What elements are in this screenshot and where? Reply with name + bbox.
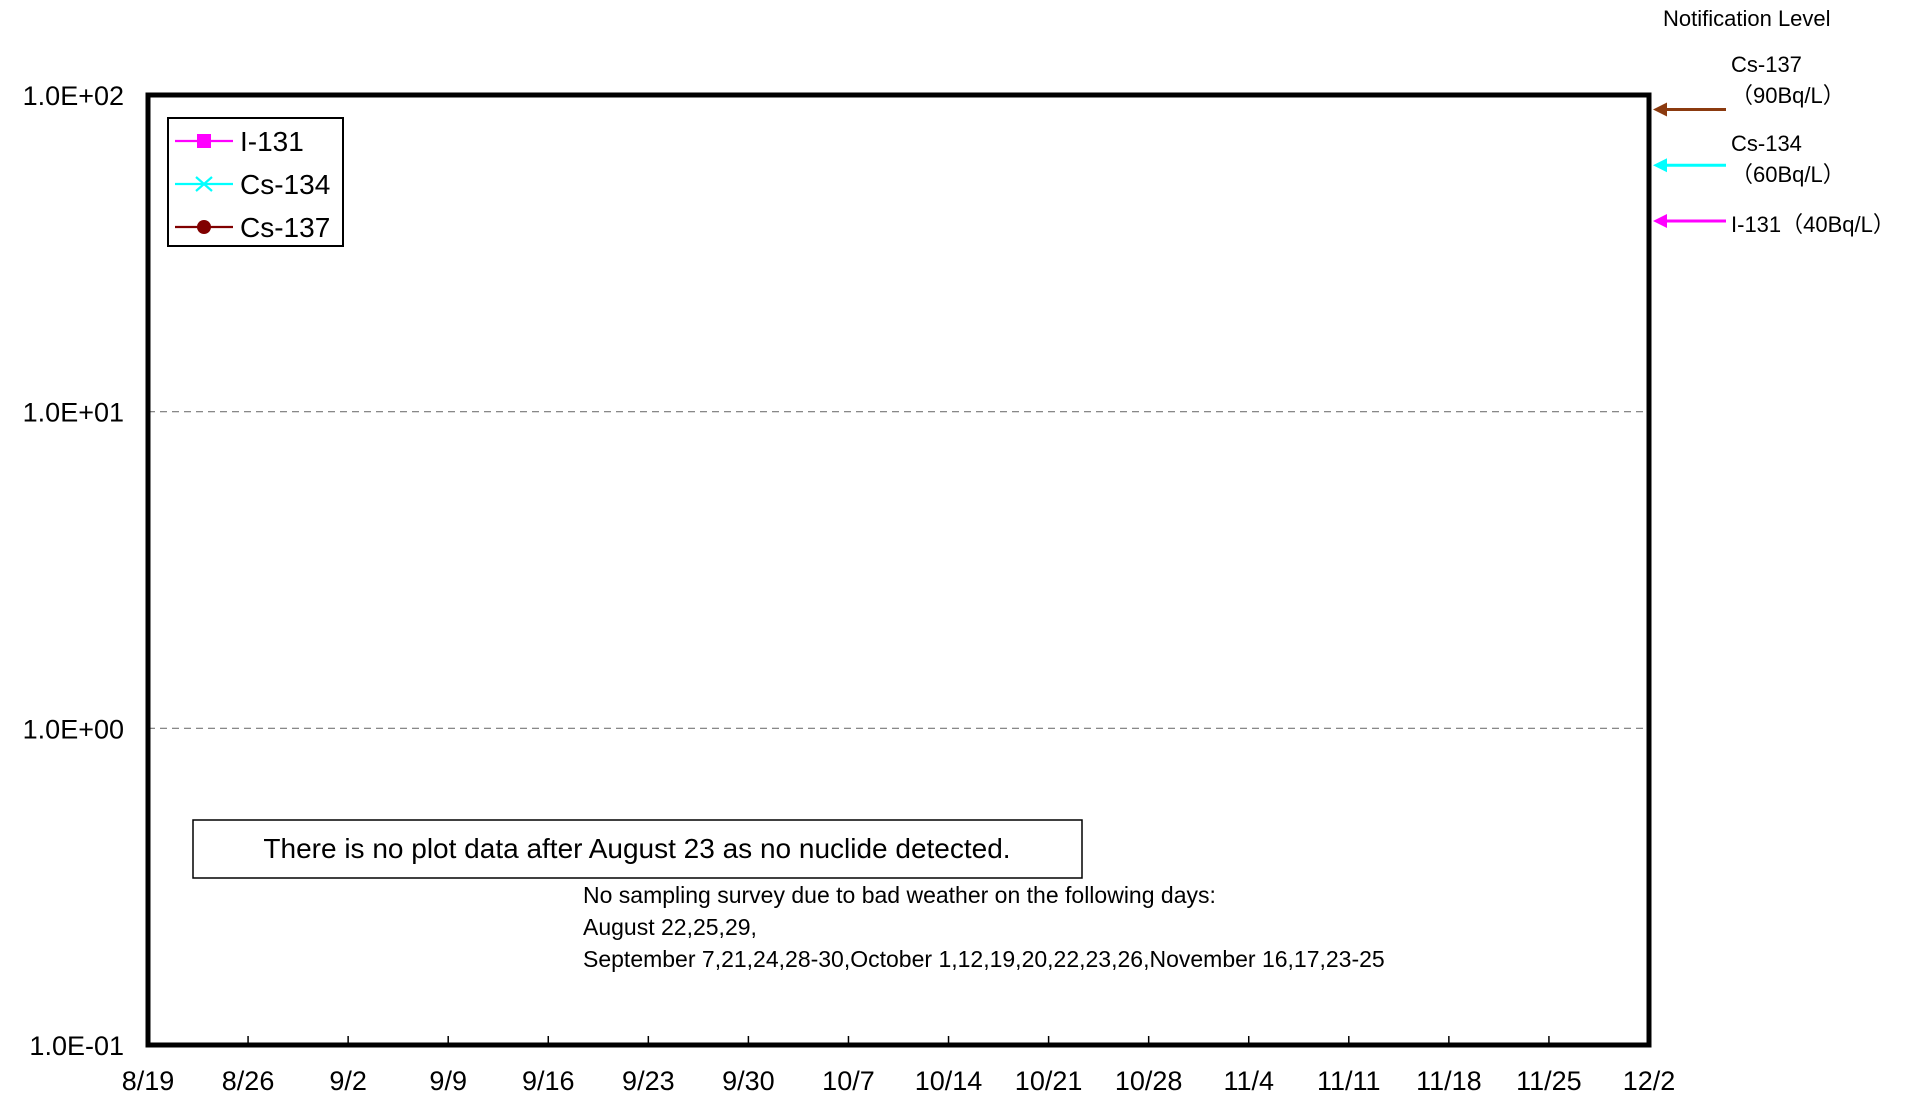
legend-item: Cs-134 — [175, 169, 330, 200]
x-tick-label: 10/14 — [915, 1066, 983, 1095]
x-tick-label: 10/21 — [1015, 1066, 1083, 1095]
y-tick-label: 1.0E-01 — [29, 1031, 124, 1061]
x-tick-label: 10/28 — [1115, 1066, 1183, 1095]
notification-level-title: Notification Level — [1663, 6, 1831, 31]
bad-weather-line: No sampling survey due to bad weather on… — [583, 882, 1216, 908]
x-tick-label: 8/26 — [222, 1066, 275, 1095]
notification-level-label: Cs-134 — [1731, 131, 1802, 156]
notification-level-panel: Notification Level Cs-137 （90Bq/L） Cs-134 （… — [1653, 6, 1895, 237]
x-tick-label: 10/7 — [822, 1066, 875, 1095]
notification-arrowhead — [1653, 102, 1667, 117]
legend-label: Cs-137 — [240, 212, 330, 243]
no-data-text: There is no plot data after August 23 as… — [263, 833, 1010, 864]
legend-item: I-131 — [175, 126, 304, 157]
y-axis-tick-labels: 1.0E+02 1.0E+01 1.0E+00 1.0E-01 — [23, 81, 124, 1061]
x-tick-label: 9/16 — [522, 1066, 575, 1095]
x-axis-tick-labels: 8/19 8/26 9/2 9/9 9/16 9/23 9/30 10/7 10/14 10/21… — [122, 1066, 1676, 1095]
x-tick-label: 11/11 — [1317, 1066, 1381, 1095]
legend-marker-x — [195, 176, 213, 192]
notification-level-item: Cs-137 （90Bq/L） — [1653, 52, 1845, 117]
notification-level-label: I-131（40Bq/L） — [1731, 212, 1895, 237]
y-tick-label: 1.0E+01 — [23, 398, 124, 428]
legend-item: Cs-137 — [175, 212, 330, 243]
x-tick-label: 9/2 — [329, 1066, 367, 1095]
x-tick-label: 12/2 — [1623, 1066, 1676, 1095]
x-tick-label: 11/4 — [1223, 1066, 1274, 1095]
legend: I-131 Cs-134 Cs-137 — [167, 117, 344, 247]
notification-level-item: I-131（40Bq/L） — [1653, 212, 1895, 237]
x-tick-label: 11/25 — [1516, 1066, 1582, 1095]
legend-marker-square — [197, 134, 211, 148]
no-data-note: There is no plot data after August 23 as… — [192, 819, 1083, 879]
notification-level-label: （90Bq/L） — [1731, 83, 1845, 108]
x-tick-label: 8/19 — [122, 1066, 175, 1095]
x-tick-label: 9/9 — [429, 1066, 467, 1095]
plot-area-frame — [145, 92, 1652, 1048]
notification-arrowhead — [1653, 158, 1667, 173]
legend-label: I-131 — [240, 126, 304, 157]
bad-weather-note: No sampling survey due to bad weather on… — [583, 882, 1385, 972]
grid-lines — [148, 411, 1649, 729]
bad-weather-line: September 7,21,24,28-30,October 1,12,19,… — [583, 946, 1385, 972]
y-tick-label: 1.0E+00 — [23, 714, 124, 744]
no-data-box — [192, 819, 1083, 879]
x-tick-label: 9/23 — [622, 1066, 675, 1095]
x-tick-label: 9/30 — [722, 1066, 775, 1095]
notification-arrowhead — [1653, 214, 1667, 229]
legend-marker-circle — [197, 220, 211, 234]
bad-weather-line: August 22,25,29, — [583, 914, 757, 940]
notification-level-item: Cs-134 （60Bq/L） — [1653, 131, 1845, 187]
notification-level-label: Cs-137 — [1731, 52, 1802, 77]
y-tick-label: 1.0E+02 — [23, 81, 124, 111]
notification-level-label: （60Bq/L） — [1731, 162, 1845, 187]
x-tick-label: 11/18 — [1416, 1066, 1482, 1095]
legend-label: Cs-134 — [240, 169, 330, 200]
